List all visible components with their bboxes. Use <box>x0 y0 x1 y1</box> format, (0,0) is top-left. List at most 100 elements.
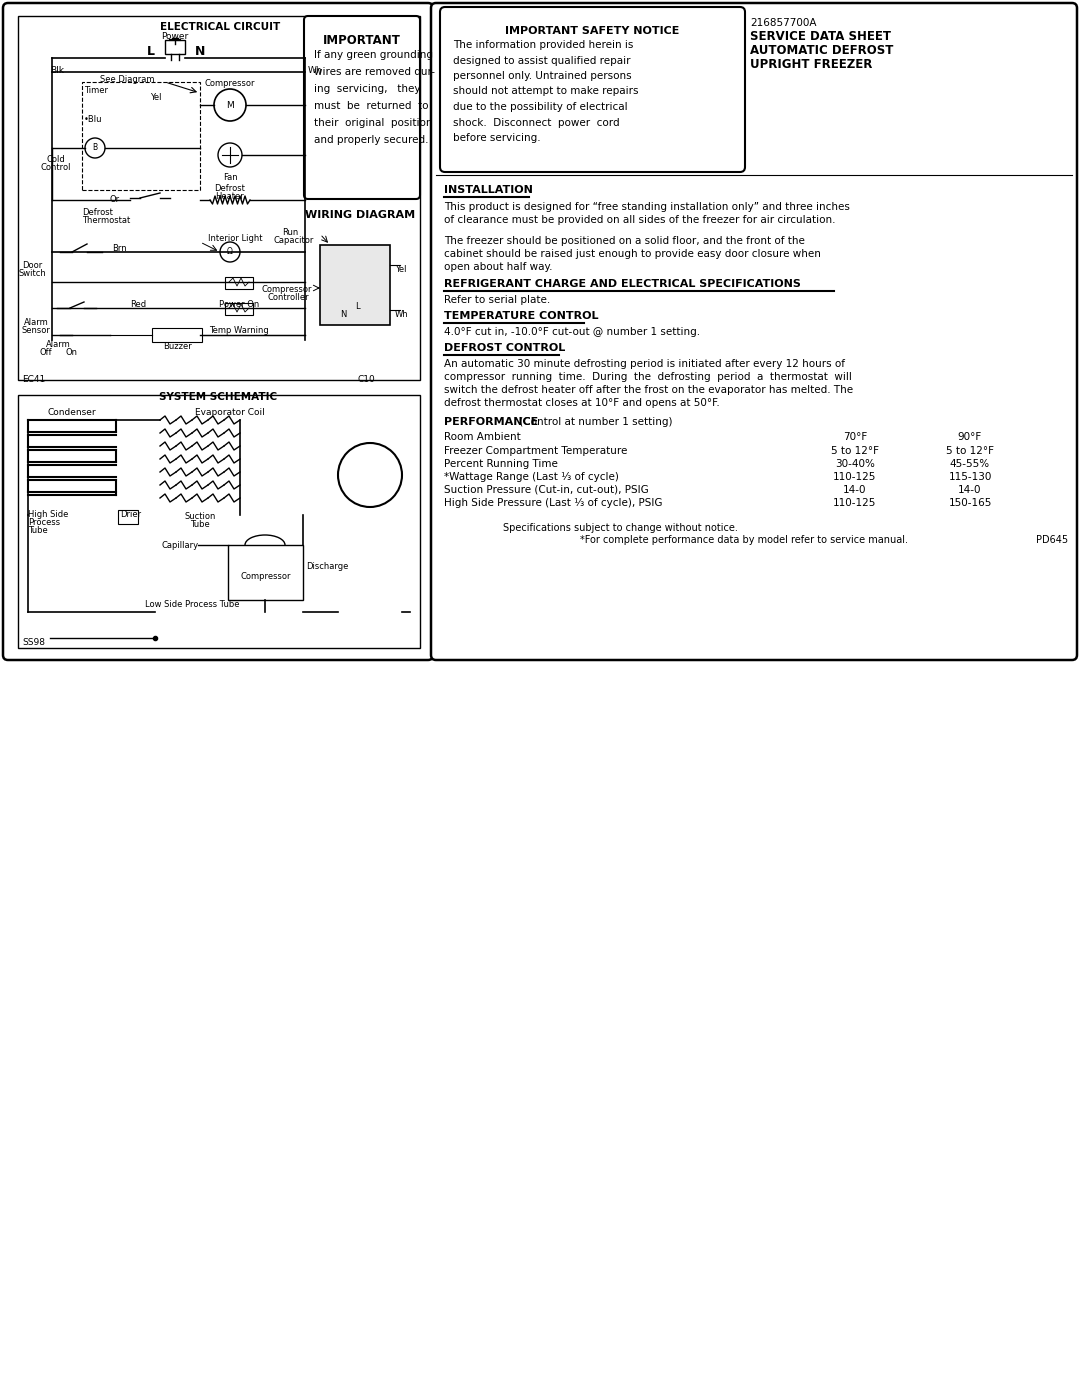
Text: Wh: Wh <box>395 310 408 319</box>
Text: If any green grounding: If any green grounding <box>314 50 433 60</box>
Text: wires are removed dur-: wires are removed dur- <box>314 67 435 77</box>
Text: Tube: Tube <box>190 520 210 529</box>
Text: before servicing.: before servicing. <box>453 133 541 142</box>
Text: •Blu: •Blu <box>84 115 103 124</box>
Text: The information provided herein is: The information provided herein is <box>453 41 633 50</box>
Text: Yel: Yel <box>150 94 162 102</box>
Text: Suction: Suction <box>185 511 216 521</box>
Text: Defrost: Defrost <box>215 184 245 193</box>
Text: See Diagram: See Diagram <box>100 75 154 84</box>
Text: compressor  running  time.  During  the  defrosting  period  a  thermostat  will: compressor running time. During the defr… <box>444 372 852 381</box>
Text: An automatic 30 minute defrosting period is initiated after every 12 hours of: An automatic 30 minute defrosting period… <box>444 359 845 369</box>
Text: Controller: Controller <box>268 293 310 302</box>
Text: Defrost: Defrost <box>82 208 113 217</box>
Text: Suction Pressure (Cut-in, cut-out), PSIG: Suction Pressure (Cut-in, cut-out), PSIG <box>444 485 649 495</box>
Text: Yel: Yel <box>395 265 406 274</box>
Bar <box>152 328 202 342</box>
Bar <box>18 15 420 380</box>
Text: PERFORMANCE: PERFORMANCE <box>444 416 538 427</box>
Text: Door: Door <box>22 261 42 270</box>
Text: Cold: Cold <box>46 155 66 163</box>
Text: EC41: EC41 <box>22 374 45 384</box>
Text: 70°F: 70°F <box>842 432 867 441</box>
Text: ing  servicing,   they: ing servicing, they <box>314 84 420 94</box>
Text: Capacitor: Capacitor <box>273 236 313 244</box>
Text: Blk: Blk <box>50 66 64 75</box>
Text: 14-0: 14-0 <box>958 485 982 495</box>
Text: Control: Control <box>41 163 71 172</box>
Text: designed to assist qualified repair: designed to assist qualified repair <box>453 56 631 66</box>
Text: ELECTRICAL CIRCUIT: ELECTRICAL CIRCUIT <box>160 22 280 32</box>
Text: Sensor: Sensor <box>22 326 51 335</box>
Text: Power On: Power On <box>219 300 259 309</box>
Bar <box>18 395 420 648</box>
Text: Buzzer: Buzzer <box>163 342 191 351</box>
Text: N: N <box>340 310 347 319</box>
Text: *For complete performance data by model refer to service manual.: *For complete performance data by model … <box>580 535 908 545</box>
Text: The freezer should be positioned on a solid floor, and the front of the: The freezer should be positioned on a so… <box>444 236 805 246</box>
Text: Wh: Wh <box>308 66 323 75</box>
Text: Tube: Tube <box>28 527 48 535</box>
Text: Red: Red <box>130 300 146 309</box>
Text: Alarm: Alarm <box>24 319 49 327</box>
Text: Evaporator Coil: Evaporator Coil <box>195 408 265 416</box>
Text: AUTOMATIC DEFROST: AUTOMATIC DEFROST <box>750 43 893 57</box>
Text: TEMPERATURE CONTROL: TEMPERATURE CONTROL <box>444 312 598 321</box>
Text: M: M <box>226 101 234 109</box>
Text: should not attempt to make repairs: should not attempt to make repairs <box>453 87 638 96</box>
Text: (Control at number 1 setting): (Control at number 1 setting) <box>516 416 673 427</box>
Text: their  original  position: their original position <box>314 117 432 129</box>
Text: Brn: Brn <box>112 244 126 253</box>
Text: High Side: High Side <box>28 510 68 520</box>
Text: Run: Run <box>282 228 298 237</box>
Text: Specifications subject to change without notice.: Specifications subject to change without… <box>502 522 738 534</box>
Text: Process: Process <box>28 518 60 527</box>
Text: Capillary: Capillary <box>162 541 199 550</box>
Text: 5 to 12°F: 5 to 12°F <box>831 446 879 455</box>
Text: Power: Power <box>161 32 189 41</box>
Text: Refer to serial plate.: Refer to serial plate. <box>444 295 550 305</box>
Text: Fan: Fan <box>222 173 238 182</box>
Text: Discharge: Discharge <box>306 562 349 571</box>
Text: Alarm: Alarm <box>45 339 70 349</box>
Text: REFRIGERANT CHARGE AND ELECTRICAL SPECIFICATIONS: REFRIGERANT CHARGE AND ELECTRICAL SPECIF… <box>444 279 801 289</box>
Text: 4.0°F cut in, -10.0°F cut-out @ number 1 setting.: 4.0°F cut in, -10.0°F cut-out @ number 1… <box>444 327 700 337</box>
Text: Switch: Switch <box>18 270 45 278</box>
Text: UPRIGHT FREEZER: UPRIGHT FREEZER <box>750 59 873 71</box>
Text: due to the possibility of electrical: due to the possibility of electrical <box>453 102 627 112</box>
Text: switch the defrost heater off after the frost on the evaporator has melted. The: switch the defrost heater off after the … <box>444 386 853 395</box>
Text: INSTALLATION: INSTALLATION <box>444 184 532 196</box>
Text: 115-130: 115-130 <box>948 472 991 482</box>
Bar <box>228 545 303 599</box>
Bar <box>165 41 185 54</box>
Bar <box>118 510 138 524</box>
Text: defrost thermostat closes at 10°F and opens at 50°F.: defrost thermostat closes at 10°F and op… <box>444 398 719 408</box>
Text: Ω: Ω <box>227 247 233 257</box>
Text: SS98: SS98 <box>22 638 45 647</box>
Text: cabinet should be raised just enough to provide easy door closure when: cabinet should be raised just enough to … <box>444 249 821 258</box>
Text: *Wattage Range (Last ⅓ of cycle): *Wattage Range (Last ⅓ of cycle) <box>444 472 619 482</box>
Text: Percent Running Time: Percent Running Time <box>444 460 558 469</box>
Text: 45-55%: 45-55% <box>950 460 990 469</box>
Text: IMPORTANT: IMPORTANT <box>323 34 401 47</box>
Text: 110-125: 110-125 <box>834 497 877 509</box>
Text: open about half way.: open about half way. <box>444 263 553 272</box>
Text: 14-0: 14-0 <box>843 485 867 495</box>
Text: 110-125: 110-125 <box>834 472 877 482</box>
Text: shock.  Disconnect  power  cord: shock. Disconnect power cord <box>453 117 620 127</box>
FancyBboxPatch shape <box>440 7 745 172</box>
Text: IMPORTANT SAFETY NOTICE: IMPORTANT SAFETY NOTICE <box>504 27 679 36</box>
Text: C10: C10 <box>357 374 376 384</box>
Text: SERVICE DATA SHEET: SERVICE DATA SHEET <box>750 29 891 43</box>
Text: Room Ambient: Room Ambient <box>444 432 521 441</box>
Bar <box>320 244 390 326</box>
Text: Thermostat: Thermostat <box>82 217 131 225</box>
Text: L: L <box>355 302 360 312</box>
Text: Off: Off <box>40 348 52 358</box>
FancyBboxPatch shape <box>3 3 433 659</box>
Text: High Side Pressure (Last ⅓ of cycle), PSIG: High Side Pressure (Last ⅓ of cycle), PS… <box>444 497 662 509</box>
Text: Heater: Heater <box>216 191 244 201</box>
Text: 150-165: 150-165 <box>948 497 991 509</box>
Text: Timer: Timer <box>84 87 108 95</box>
Text: WIRING DIAGRAM: WIRING DIAGRAM <box>305 210 415 219</box>
